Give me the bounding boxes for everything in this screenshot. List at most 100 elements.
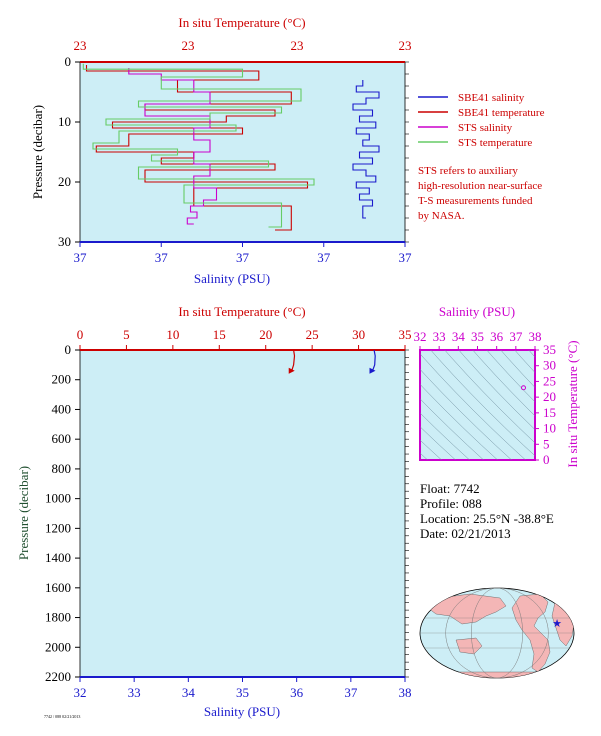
bottom-y-tick-label: 1000 [45, 491, 71, 506]
ts-density-contour [430, 350, 535, 457]
bottom-chart-x-top-ticks: 0 5 10 15 20 25 30 35 [77, 327, 412, 350]
bottom-y-tick-label: 1600 [45, 580, 71, 595]
top-chart-y-label: Pressure (decibar) [30, 105, 45, 199]
legend-label-sts-temperature: STS temperature [458, 137, 532, 149]
top-chart-x-bottom-ticks: 37 37 37 37 37 [74, 242, 413, 265]
top-x-top-tick-label: 23 [399, 38, 412, 53]
bottom-y-tick-label: 0 [65, 342, 72, 357]
float-location-marker: ★ [552, 618, 562, 630]
sts-note-line: STS refers to auxiliary [418, 165, 518, 177]
bottom-series-end-marker [288, 367, 295, 374]
legend-label-sbe41-temperature: SBE41 temperature [458, 107, 545, 119]
bottom-x-top-tick-label: 10 [166, 327, 179, 342]
land-antarctica [420, 671, 574, 678]
sts-note-line: high-resolution near-surface [418, 180, 542, 192]
float-info: Float: 7742 Profile: 088 Location: 25.5°… [420, 481, 554, 541]
top-chart-x-bottom-label: Salinity (PSU) [194, 271, 270, 286]
ts-diagram: Salinity (PSU) 32 33 34 35 36 37 38 0510152025… [414, 304, 581, 468]
top-x-bottom-tick-label: 37 [236, 250, 250, 265]
top-series-line [352, 80, 380, 219]
bottom-chart-x-top-label: In situ Temperature (°C) [178, 304, 305, 319]
top-x-bottom-tick-label: 37 [74, 250, 88, 265]
ts-y-tick-label: 0 [543, 452, 550, 467]
bottom-x-top-tick-label: 20 [259, 327, 272, 342]
ts-y-tick-label: 30 [543, 358, 556, 373]
top-chart-legend: SBE41 salinity SBE41 temperature STS sal… [418, 92, 545, 149]
legend-label-sts-salinity: STS salinity [458, 122, 513, 134]
sts-note-line: T-S measurements funded [418, 195, 533, 207]
location: Location: 25.5°N -38.8°E [420, 511, 554, 526]
ts-density-contour [528, 350, 535, 358]
ts-density-contour [458, 350, 535, 430]
ts-density-contours [420, 350, 535, 460]
bottom-y-tick-label: 600 [52, 431, 72, 446]
ts-x-tick-label: 35 [471, 329, 484, 344]
ts-density-contour [500, 350, 535, 388]
bottom-x-bottom-tick-label: 34 [182, 685, 196, 700]
bottom-x-top-tick-label: 30 [352, 327, 365, 342]
top-series-line [128, 68, 218, 225]
bottom-x-top-tick-label: 35 [399, 327, 412, 342]
top-x-top-tick-label: 23 [74, 38, 87, 53]
ts-y-tick-label: 20 [543, 389, 556, 404]
ts-diagram-x-label: Salinity (PSU) [439, 304, 515, 319]
bottom-y-tick-label: 400 [52, 401, 72, 416]
ts-density-contour [420, 383, 498, 460]
bottom-x-top-tick-label: 0 [77, 327, 84, 342]
land-australia [455, 637, 483, 655]
legend-label-sbe41-salinity: SBE41 salinity [458, 92, 525, 104]
bottom-y-tick-label: 800 [52, 461, 72, 476]
date: Date: 02/21/2013 [420, 526, 511, 541]
bottom-y-tick-label: 200 [52, 372, 72, 387]
float-id: Float: 7742 [420, 481, 480, 496]
bottom-x-bottom-tick-label: 32 [74, 685, 87, 700]
top-x-bottom-tick-label: 37 [399, 250, 413, 265]
top-y-tick-label: 20 [58, 174, 71, 189]
top-series-line [82, 63, 315, 228]
world-map-graticule [420, 587, 574, 679]
bottom-chart-x-bottom-label: Salinity (PSU) [204, 704, 280, 719]
top-chart-y-ticks: 0 10 20 30 [58, 54, 409, 249]
bottom-x-top-tick-label: 15 [213, 327, 226, 342]
ts-x-tick-label: 36 [490, 329, 504, 344]
ts-y-tick-label: 25 [543, 373, 556, 388]
bottom-series-line [371, 349, 376, 372]
ts-y-tick-label: 35 [543, 342, 556, 357]
bottom-chart: In situ Temperature (°C) 0 5 10 15 20 25 30 35 … [16, 304, 412, 719]
ts-density-contour [420, 353, 526, 460]
ts-x-tick-label: 33 [433, 329, 446, 344]
ts-x-tick-label: 34 [452, 329, 466, 344]
ts-density-contour [514, 350, 535, 373]
ts-density-contour [420, 368, 512, 460]
top-x-top-tick-label: 23 [182, 38, 195, 53]
ts-diagram-x-ticks: 32 33 34 35 36 37 38 [414, 329, 542, 350]
top-x-top-tick-label: 23 [291, 38, 304, 53]
top-x-bottom-tick-label: 37 [317, 250, 331, 265]
ts-point [521, 385, 526, 391]
bottom-y-tick-label: 1200 [45, 520, 71, 535]
ts-density-contour [420, 398, 484, 460]
ts-y-tick-label: 15 [543, 405, 556, 420]
top-y-tick-label: 30 [58, 234, 71, 249]
bottom-x-bottom-tick-label: 35 [236, 685, 249, 700]
bottom-x-bottom-tick-label: 33 [128, 685, 141, 700]
sts-note-line: by NASA. [418, 210, 465, 222]
bottom-chart-plot-area [79, 349, 406, 678]
profile-number: Profile: 088 [420, 496, 482, 511]
bottom-chart-x-bottom-ticks: 32 33 34 35 36 37 38 [74, 677, 412, 700]
ts-density-contour [444, 350, 535, 444]
ts-density-contour [472, 350, 535, 417]
sts-note: STS refers to auxiliary high-resolution … [418, 165, 542, 222]
map-meridian [445, 587, 549, 679]
ts-x-tick-label: 32 [414, 329, 427, 344]
bottom-y-tick-label: 1400 [45, 550, 71, 565]
ts-density-contour [486, 350, 535, 403]
top-chart-x-top-ticks: 23 23 23 23 [74, 38, 412, 53]
ts-diagram-points [521, 385, 526, 391]
bottom-y-tick-label: 1800 [45, 610, 71, 625]
ts-y-tick-label: 5 [543, 436, 550, 451]
top-series-line [85, 65, 309, 231]
ts-x-tick-label: 37 [509, 329, 523, 344]
